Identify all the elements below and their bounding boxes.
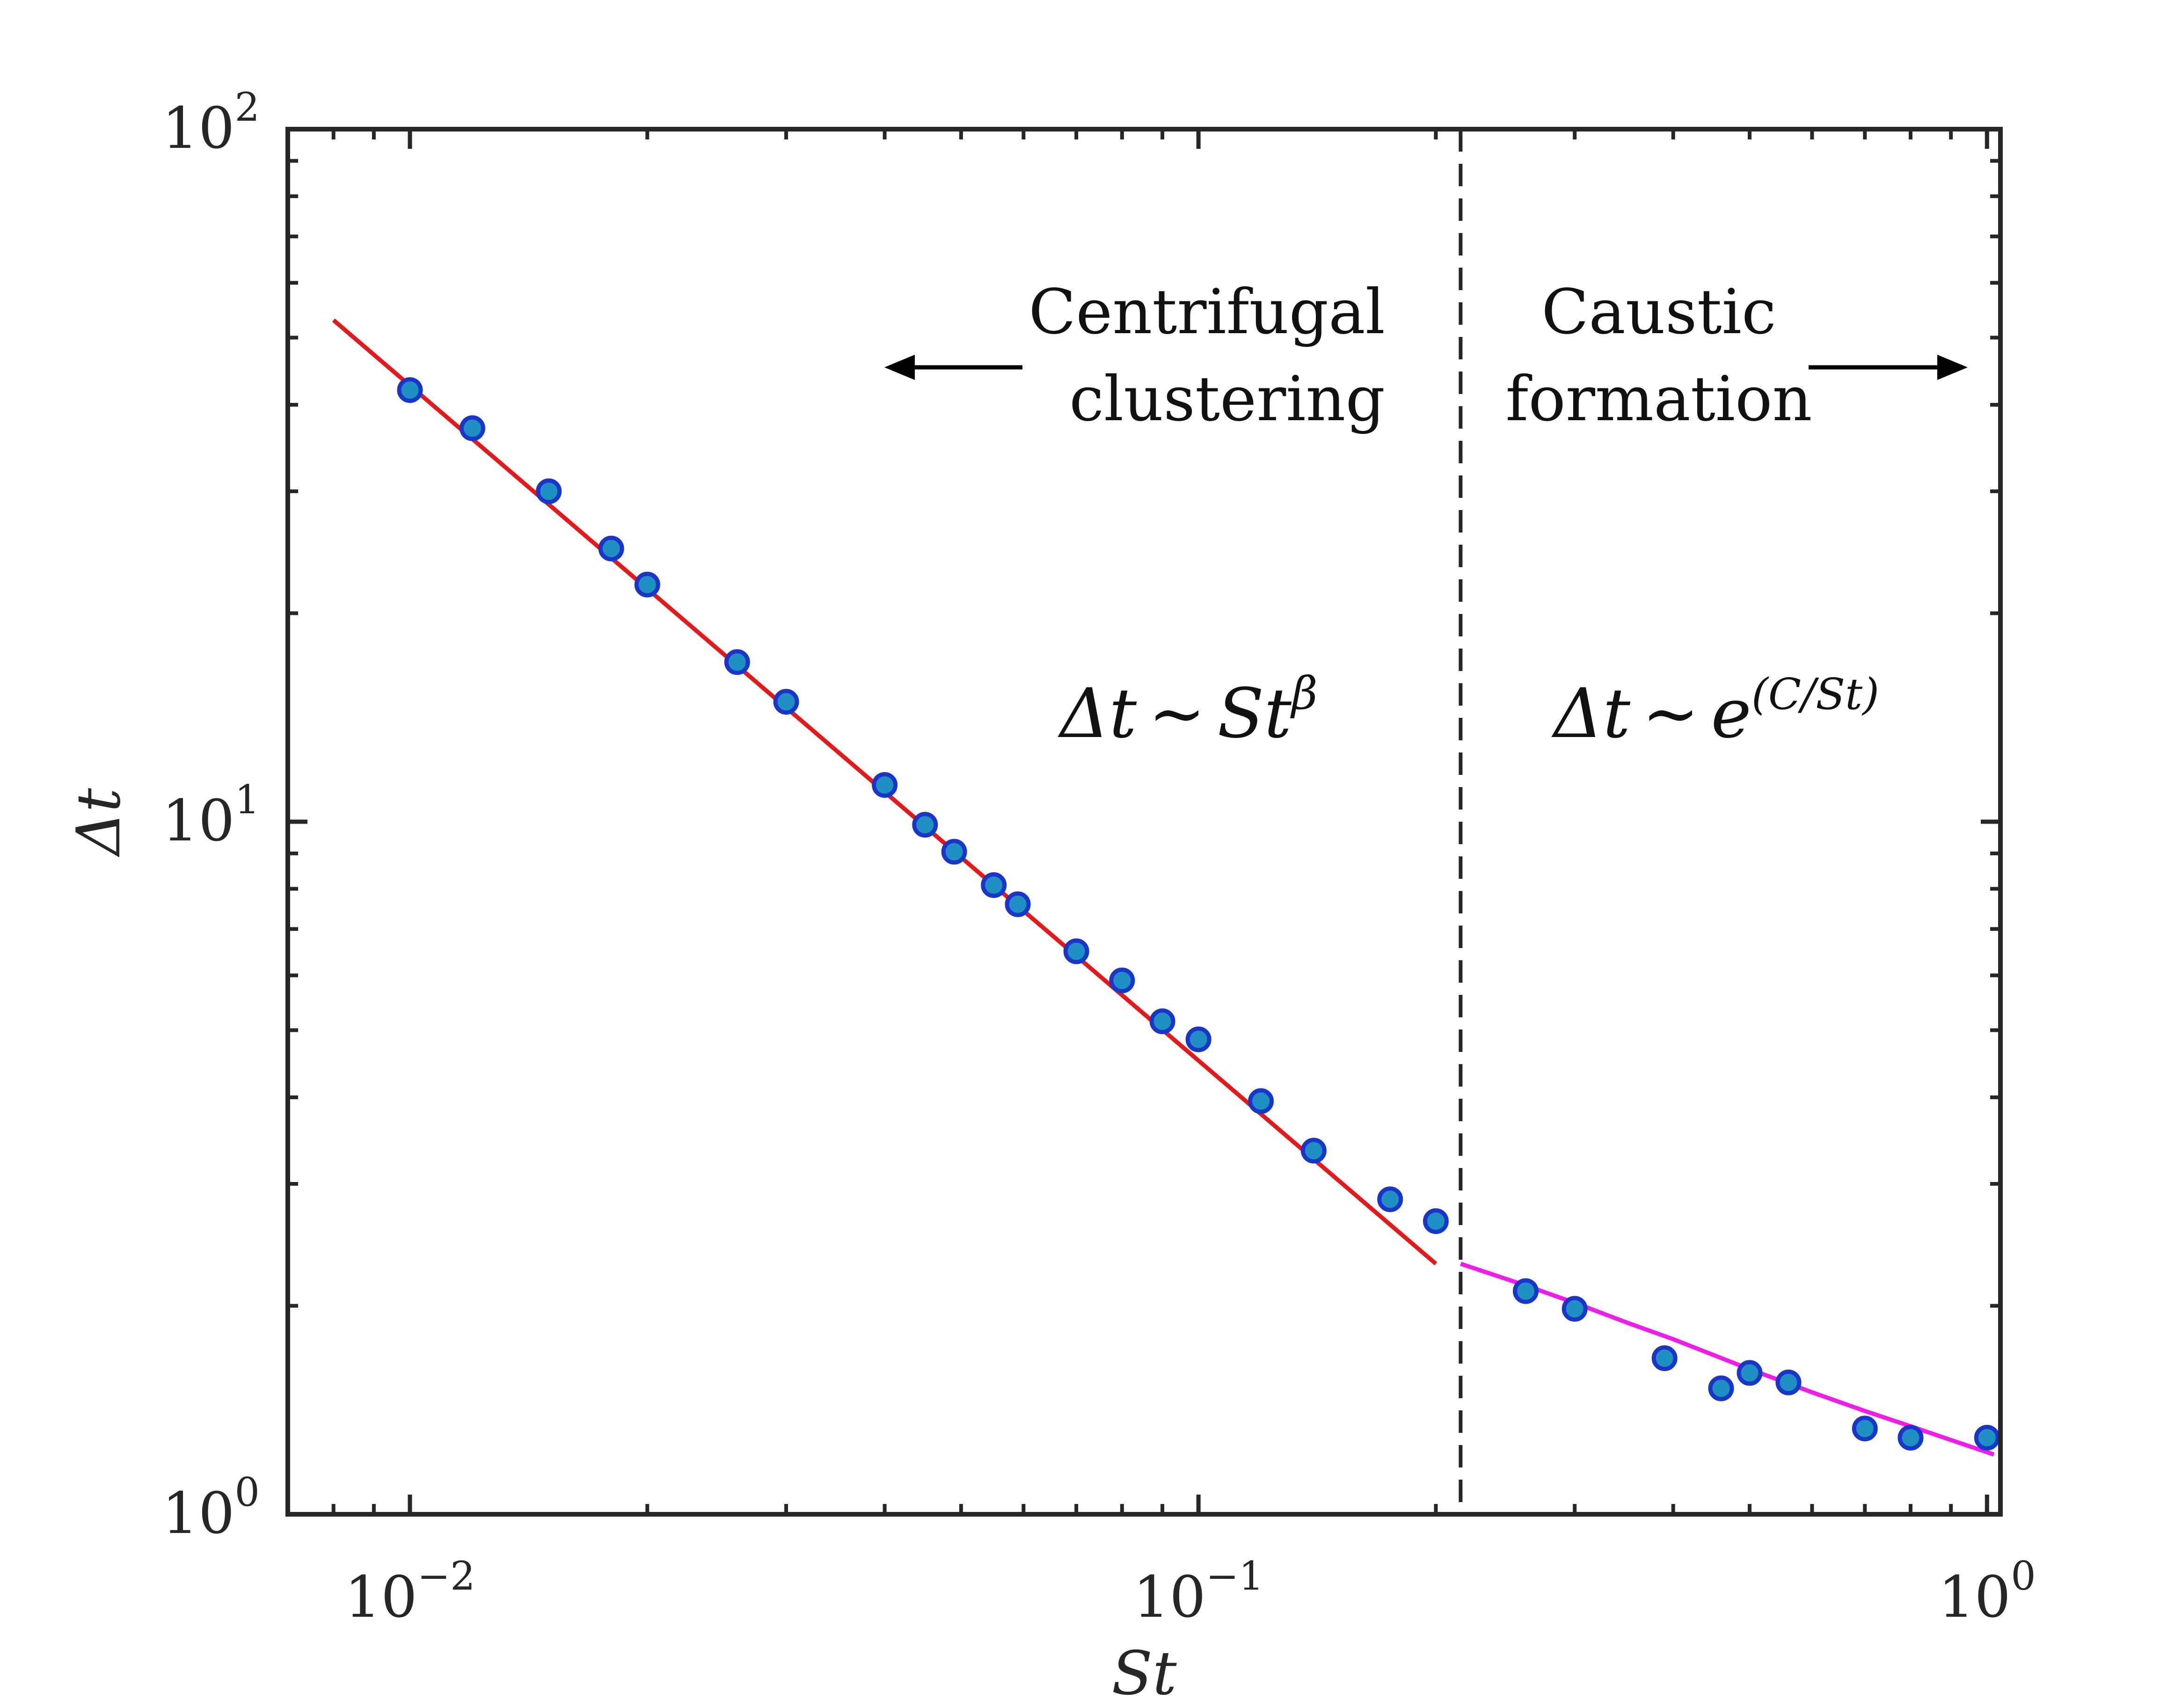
- data-point: [1377, 1186, 1403, 1212]
- data-point: [1063, 938, 1089, 964]
- y-tick-label: 101: [162, 777, 260, 854]
- exponential-formula: Δt ∼ e(C/St): [1551, 669, 1879, 753]
- data-point: [1185, 1026, 1211, 1052]
- left-region-label-line1: Centrifugal: [1029, 276, 1385, 348]
- plot-content: [332, 129, 2000, 1514]
- data-point: [459, 415, 485, 441]
- y-axis-label: Δt: [64, 788, 134, 858]
- data-point: [1109, 967, 1135, 993]
- right-region-label-line1: Caustic: [1541, 276, 1776, 348]
- data-point: [1651, 1345, 1678, 1372]
- x-tick-label: 10−1: [1133, 1553, 1264, 1630]
- plot-frame: [285, 127, 2003, 1517]
- data-point: [634, 571, 660, 598]
- left-arrow: [884, 355, 1022, 380]
- data-point: [598, 535, 624, 562]
- data-point: [912, 811, 938, 838]
- data-point: [773, 689, 799, 715]
- x-axis-label: St: [1111, 1639, 1177, 1708]
- data-point: [1562, 1296, 1588, 1322]
- data-point: [1512, 1278, 1539, 1304]
- data-point: [1897, 1424, 1924, 1451]
- data-point: [1248, 1088, 1274, 1114]
- data-point: [397, 377, 423, 403]
- data-point: [1149, 1008, 1175, 1035]
- data-point: [1737, 1360, 1763, 1386]
- data-point: [1708, 1375, 1734, 1401]
- data-point: [1005, 891, 1031, 917]
- data-point: [1423, 1208, 1449, 1234]
- data-point: [1974, 1424, 2000, 1451]
- data-point: [941, 839, 967, 865]
- right-region-label-line2: formation: [1505, 363, 1812, 435]
- power-law-formula: Δt ∼ Stβ: [1058, 667, 1318, 753]
- left-region-label-line2: clustering: [1069, 363, 1385, 435]
- data-point: [872, 772, 898, 798]
- x-tick-label: 100: [1938, 1553, 2036, 1630]
- tick-labels: 10−2 10−1 100 100 101 102: [162, 84, 2036, 1630]
- data-point: [1775, 1369, 1802, 1395]
- data-point: [981, 872, 1007, 898]
- data-point: [1852, 1416, 1878, 1442]
- data-point: [724, 649, 750, 675]
- y-tick-label: 102: [162, 84, 260, 161]
- data-point: [1300, 1138, 1327, 1164]
- data-point: [536, 478, 562, 504]
- y-tick-label: 100: [162, 1469, 260, 1547]
- right-arrow: [1809, 355, 1968, 380]
- x-tick-label: 10−2: [344, 1553, 475, 1630]
